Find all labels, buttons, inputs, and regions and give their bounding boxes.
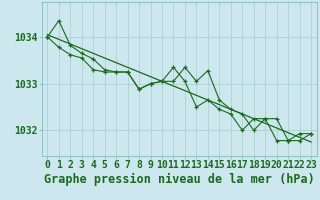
X-axis label: Graphe pression niveau de la mer (hPa): Graphe pression niveau de la mer (hPa): [44, 173, 315, 186]
